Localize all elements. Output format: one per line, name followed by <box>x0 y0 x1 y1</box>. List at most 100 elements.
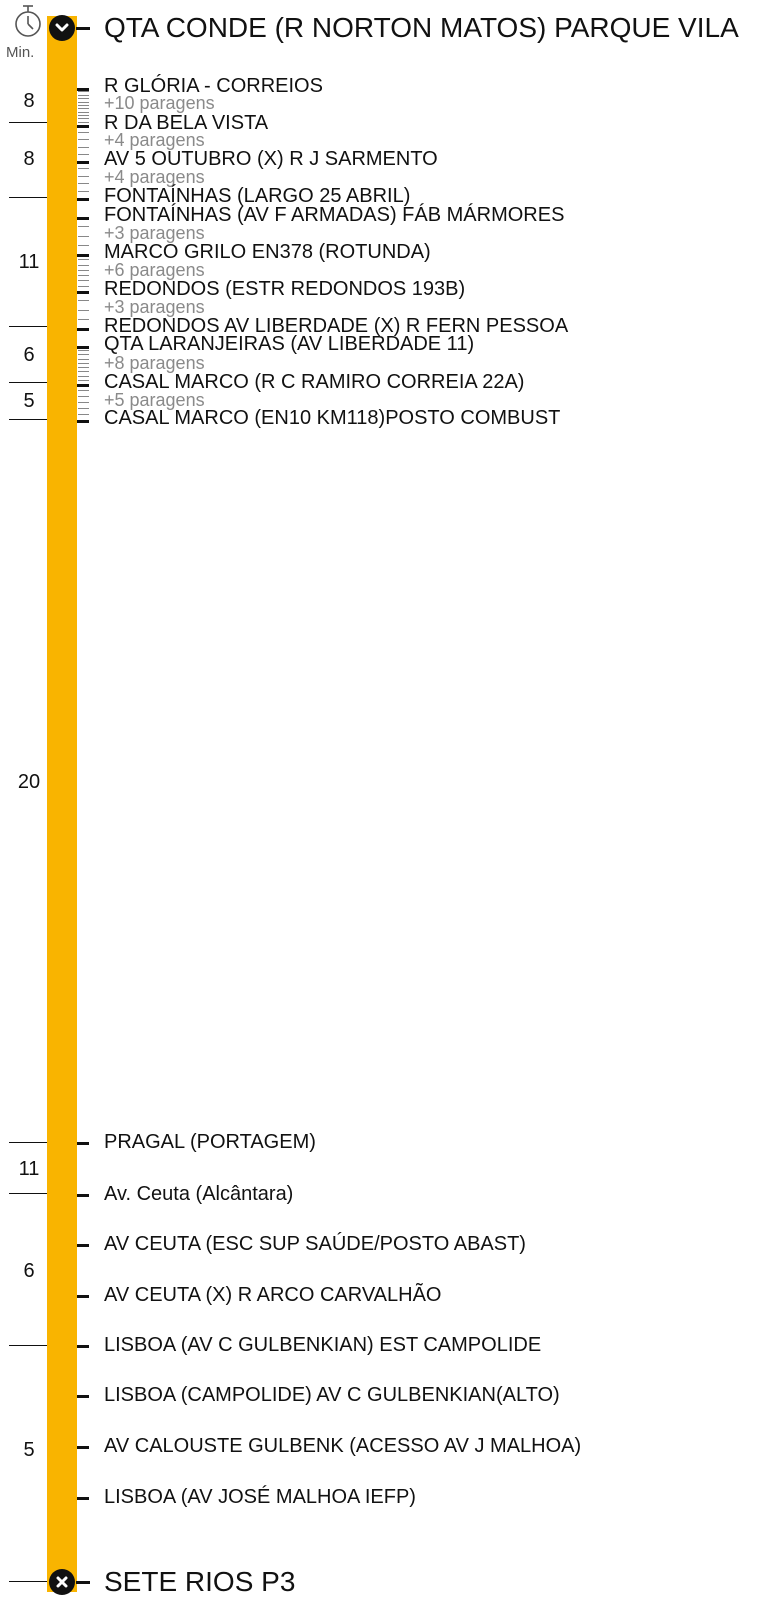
segment-separator <box>9 326 47 327</box>
segment-separator <box>9 1142 47 1143</box>
segment-separator <box>9 197 47 198</box>
hidden-stops-label[interactable]: +10 paragens <box>104 93 215 113</box>
stop-name[interactable]: QTA LARANJEIRAS (AV LIBERDADE 11) <box>104 333 475 355</box>
hidden-stop-tick <box>78 235 89 237</box>
stop-name[interactable]: FONTAÍNHAS (LARGO 25 ABRIL) <box>104 185 411 207</box>
segment-minutes: 20 <box>17 771 41 793</box>
hidden-stop-tick <box>78 358 89 360</box>
destination-stop-name[interactable]: SETE RIOS P3 <box>104 1566 296 1597</box>
stop-tick <box>77 1142 89 1145</box>
destination-marker[interactable] <box>49 1569 75 1595</box>
route-line <box>47 16 77 1592</box>
stop-name[interactable]: AV 5 OUTUBRO (X) R J SARMENTO <box>104 148 438 170</box>
hidden-stop-tick <box>78 285 89 287</box>
stop-name[interactable]: FONTAÍNHAS (AV F ARMADAS) FÁB MÁRMORES <box>104 204 565 226</box>
hidden-stops-label[interactable]: +8 paragens <box>104 353 205 373</box>
segment-minutes: 5 <box>23 1439 35 1461</box>
stop-tick <box>77 328 89 331</box>
hidden-stop-tick <box>78 414 89 415</box>
stop-tick <box>77 1395 89 1398</box>
hidden-stop-tick <box>78 153 89 155</box>
hidden-stop-tick <box>78 354 89 356</box>
stop-tick <box>77 420 89 423</box>
stop-tick <box>77 1194 89 1197</box>
stop-tick <box>77 125 89 128</box>
stop-tick <box>77 1345 89 1348</box>
hidden-stops-label[interactable]: +3 paragens <box>104 223 205 243</box>
stop-name[interactable]: LISBOA (CAMPOLIDE) AV C GULBENKIAN(ALTO) <box>104 1384 560 1406</box>
stop-name[interactable]: CASAL MARCO (EN10 KM118)POSTO COMBUST <box>104 407 561 429</box>
stop-name[interactable]: R DA BELA VISTA <box>104 112 269 134</box>
hidden-stop-tick <box>78 390 89 391</box>
stop-tick <box>77 346 89 349</box>
chevron-down-icon <box>55 23 69 32</box>
stop-tick <box>77 291 89 294</box>
stop-name[interactable]: MARCO GRILO EN378 (ROTUNDA) <box>104 241 431 263</box>
hidden-stop-tick <box>78 111 89 113</box>
stop-name[interactable]: PRAGAL (PORTAGEM) <box>104 1131 316 1153</box>
hidden-stop-tick <box>78 183 89 185</box>
segment-separator <box>9 1345 47 1346</box>
hidden-stop-tick <box>78 379 89 381</box>
segment-minutes: 5 <box>23 390 35 412</box>
hidden-stop-tick <box>78 175 89 177</box>
stop-name[interactable]: Av. Ceuta (Alcântara) <box>104 1183 294 1205</box>
segment-separator <box>9 1581 47 1582</box>
hidden-stop-tick <box>78 139 89 141</box>
stop-tick <box>77 384 89 387</box>
hidden-stop-tick <box>78 91 89 93</box>
stop-name[interactable]: AV CEUTA (X) R ARCO CARVALHÃO <box>104 1284 442 1306</box>
hidden-stop-tick <box>78 309 89 311</box>
hidden-stop-tick <box>78 275 89 277</box>
hidden-stops-label[interactable]: +3 paragens <box>104 297 205 317</box>
hidden-stops-label[interactable]: +6 paragens <box>104 260 205 280</box>
stop-name[interactable]: REDONDOS (ESTR REDONDOS 193B) <box>104 278 466 300</box>
destination-tick <box>76 1581 90 1584</box>
stop-name[interactable]: AV CEUTA (ESC SUP SAÚDE/POSTO ABAST) <box>104 1233 526 1255</box>
hidden-stop-tick <box>78 375 89 377</box>
segment-minutes: 6 <box>23 344 35 366</box>
segment-minutes: 11 <box>18 1158 40 1180</box>
hidden-stops-label[interactable]: +4 paragens <box>104 130 205 150</box>
close-icon <box>56 1576 68 1588</box>
stop-tick <box>77 1295 89 1298</box>
stop-name[interactable]: AV CALOUSTE GULBENK (ACESSO AV J MALHOA) <box>104 1435 582 1457</box>
hidden-stop-tick <box>78 350 89 352</box>
segment-separator <box>9 382 47 383</box>
segment-minutes: 11 <box>18 251 40 273</box>
hidden-stop-tick <box>78 101 89 103</box>
hidden-stops-label[interactable]: +4 paragens <box>104 167 205 187</box>
hidden-stops-label[interactable]: +5 paragens <box>104 390 205 410</box>
stop-tick <box>77 254 89 257</box>
stop-tick <box>77 88 89 91</box>
hidden-stop-tick <box>78 280 89 282</box>
origin-stop-name[interactable]: QTA CONDE (R NORTON MATOS) PARQUE VILA <box>104 12 739 43</box>
hidden-stop-tick <box>78 408 89 409</box>
hidden-stop-tick <box>78 318 89 320</box>
hidden-stop-tick <box>78 269 89 271</box>
hidden-stop-tick <box>78 300 89 302</box>
stop-name[interactable]: CASAL MARCO (R C RAMIRO CORREIA 22A) <box>104 371 525 393</box>
segment-minutes: 8 <box>23 90 35 112</box>
segment-separator <box>9 419 47 420</box>
stop-tick <box>77 1497 89 1500</box>
segment-separator <box>9 1193 47 1194</box>
hidden-stop-tick <box>78 132 89 134</box>
segment-separator <box>9 122 47 123</box>
stop-name[interactable]: REDONDOS AV LIBERDADE (X) R FERN PESSOA <box>104 315 569 337</box>
stop-tick <box>77 1244 89 1247</box>
hidden-stop-tick <box>78 168 89 170</box>
stop-name[interactable]: R GLÓRIA - CORREIOS <box>104 75 323 97</box>
stop-tick <box>77 1446 89 1449</box>
hidden-stop-tick <box>78 226 89 228</box>
hidden-stop-tick <box>78 146 89 148</box>
stopwatch-icon <box>15 5 41 37</box>
stop-name[interactable]: LISBOA (AV C GULBENKIAN) EST CAMPOLIDE <box>104 1334 542 1356</box>
hidden-stop-tick <box>78 98 89 100</box>
hidden-stop-tick <box>78 108 89 110</box>
stop-name[interactable]: LISBOA (AV JOSÉ MALHOA IEFP) <box>104 1486 416 1508</box>
origin-marker[interactable] <box>49 15 75 41</box>
hidden-stop-tick <box>78 264 89 266</box>
origin-tick <box>76 27 90 30</box>
hidden-stop-tick <box>78 244 89 246</box>
